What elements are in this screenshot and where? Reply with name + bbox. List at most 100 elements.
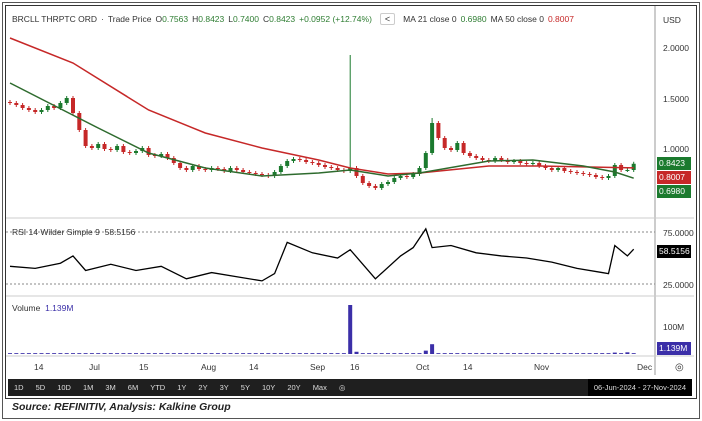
volume-bar	[14, 353, 19, 354]
rsi-label: RSI 14 Wilder Simple 9	[12, 227, 100, 237]
close-value: 0.8423	[269, 14, 296, 24]
x-axis-label: 14	[463, 362, 473, 372]
volume-bar	[222, 353, 227, 354]
x-axis-label: Sep	[310, 362, 326, 372]
currency-label: USD	[663, 15, 681, 25]
settings-icon[interactable]: ◎	[675, 362, 684, 373]
ma50-tag: 0.8007	[657, 171, 691, 184]
candle	[71, 98, 75, 113]
candle	[442, 138, 447, 148]
timeframe-button[interactable]: 1M	[82, 383, 94, 392]
candle	[323, 165, 327, 167]
price-type: Trade Price	[107, 14, 152, 24]
volume-bar	[537, 353, 542, 354]
timeframe-button[interactable]: Max	[312, 383, 327, 392]
candle	[310, 162, 315, 163]
timeframe-button[interactable]: 3Y	[219, 383, 229, 392]
candle	[127, 152, 132, 153]
timeframe-button[interactable]: 5D	[35, 383, 46, 392]
symbol-name: BRCLL THRPTC ORD	[12, 14, 98, 24]
rsi-legend: RSI 14 Wilder Simple 9 58.5156	[12, 227, 135, 237]
candle	[45, 106, 50, 110]
volume-bar	[115, 353, 120, 354]
x-axis-label: Jul	[89, 362, 100, 372]
volume-bar	[367, 353, 372, 354]
candle	[247, 172, 252, 173]
timeframe-button[interactable]: 3M	[105, 383, 116, 392]
volume-bar	[316, 353, 321, 354]
candle	[64, 98, 69, 103]
candle	[449, 148, 453, 150]
timeframe-button[interactable]: 2Y	[198, 383, 208, 392]
candle	[115, 146, 120, 150]
x-axis-label: 15	[139, 362, 149, 372]
volume-bar	[530, 353, 535, 354]
volume-bar	[480, 353, 485, 354]
volume-bar	[581, 353, 586, 354]
candle	[524, 163, 529, 164]
timeframe-button[interactable]: 10D	[57, 383, 71, 392]
volume-bar	[96, 353, 101, 354]
volume-bar	[612, 352, 617, 354]
candle	[96, 144, 101, 148]
volume-bar	[467, 353, 472, 354]
collapse-legend-button[interactable]: <	[379, 13, 396, 25]
volume-bar	[404, 353, 409, 354]
candle	[417, 168, 422, 174]
candle	[297, 159, 302, 160]
volume-bar	[228, 353, 233, 354]
volume-bar	[178, 353, 183, 354]
ma50-label: MA 50 close 0	[490, 14, 544, 24]
candle	[499, 158, 504, 160]
volume-bar	[310, 353, 315, 354]
candle	[8, 102, 12, 103]
candle	[543, 166, 548, 168]
volume-bar	[329, 353, 334, 354]
candle	[39, 110, 44, 112]
volume-bar	[304, 353, 309, 354]
volume-bar	[455, 353, 460, 354]
candle	[335, 168, 340, 170]
candle	[316, 163, 321, 165]
timeframe-button[interactable]: 5Y	[240, 383, 250, 392]
timeframe-button[interactable]: 1Y	[177, 383, 187, 392]
volume-bar	[486, 353, 491, 354]
change-value: +0.0952 (+12.74%)	[299, 14, 372, 24]
candle	[512, 161, 516, 162]
volume-bar	[260, 353, 264, 354]
last-price-tag: 0.8423	[657, 157, 691, 170]
timeframe-button[interactable]: 1D	[14, 383, 24, 392]
timeframe-button[interactable]: 10Y	[261, 383, 276, 392]
volume-bar	[127, 353, 132, 354]
date-range[interactable]: 06-Jun-2024 - 27-Nov-2024	[587, 379, 692, 396]
settings-icon[interactable]: ◎	[338, 383, 346, 392]
x-axis-label: Oct	[416, 362, 430, 372]
volume-bar	[165, 353, 170, 354]
ma21-label: MA 21 close 0	[403, 14, 457, 24]
low-value: 0.7400	[232, 14, 259, 24]
candle	[467, 153, 472, 156]
timeframe-button[interactable]: YTD	[150, 383, 166, 392]
candle	[549, 168, 554, 170]
volume-bar	[272, 353, 277, 354]
volume-bar	[241, 353, 246, 354]
x-axis-label: Dec	[637, 362, 653, 372]
low-label: L	[228, 14, 233, 24]
candle	[625, 170, 630, 171]
volume-bar	[89, 353, 94, 354]
candle	[612, 165, 617, 176]
candle	[89, 146, 94, 148]
candle	[367, 183, 372, 186]
volume-bar	[518, 353, 523, 354]
ma21-line	[9, 82, 634, 179]
timeframe-button[interactable]: 20Y	[287, 383, 301, 392]
volume-bar	[600, 353, 605, 354]
timeframe-button[interactable]: 6M	[127, 383, 139, 392]
high-label: H	[192, 14, 199, 24]
volume-bar	[26, 353, 31, 354]
volume-bar	[209, 353, 214, 354]
candle	[253, 173, 258, 174]
volume-bar	[190, 353, 195, 354]
candle	[568, 171, 573, 172]
